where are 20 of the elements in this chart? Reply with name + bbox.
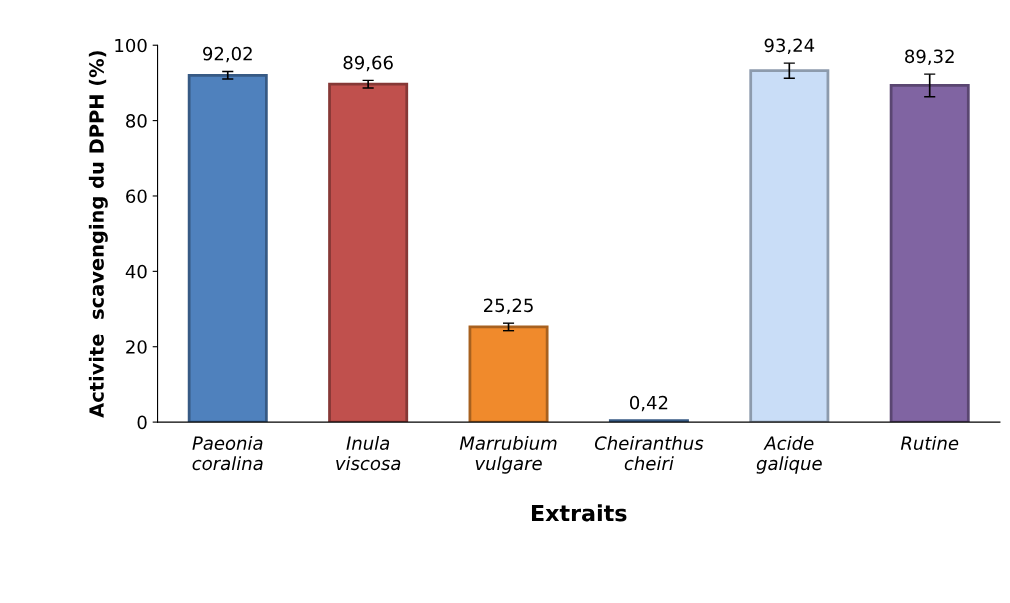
y-tick-label: 0 [137,415,147,430]
x-tick-label: Marrubium vulgare [459,435,557,474]
y-tick-label: 20 [126,340,147,354]
y-tick-label: 100 [115,38,147,53]
x-tick-label: Inula viscosa [336,435,401,471]
y-tick-label: 40 [125,264,147,279]
y-axis-title: Activite scavenging du DPPH (%) [88,51,108,418]
x-tick-label: Rutine [900,435,959,450]
data-label: 93,24 [764,38,815,54]
y-tick-label: 60 [126,189,147,204]
data-label: 89,66 [343,55,393,72]
data-label: 0,42 [630,395,668,412]
x-tick-label: Paeonia coralina [192,435,263,471]
x-tick-label: Cheiranthus cheiri [594,435,704,471]
x-tick-label: Acide galique [756,435,822,474]
data-label: 25,25 [484,298,533,314]
y-tick-label: 80 [126,114,147,128]
data-label: 89,32 [905,49,954,65]
x-axis-title: Extraits [531,504,627,522]
data-label: 92,02 [203,46,252,63]
